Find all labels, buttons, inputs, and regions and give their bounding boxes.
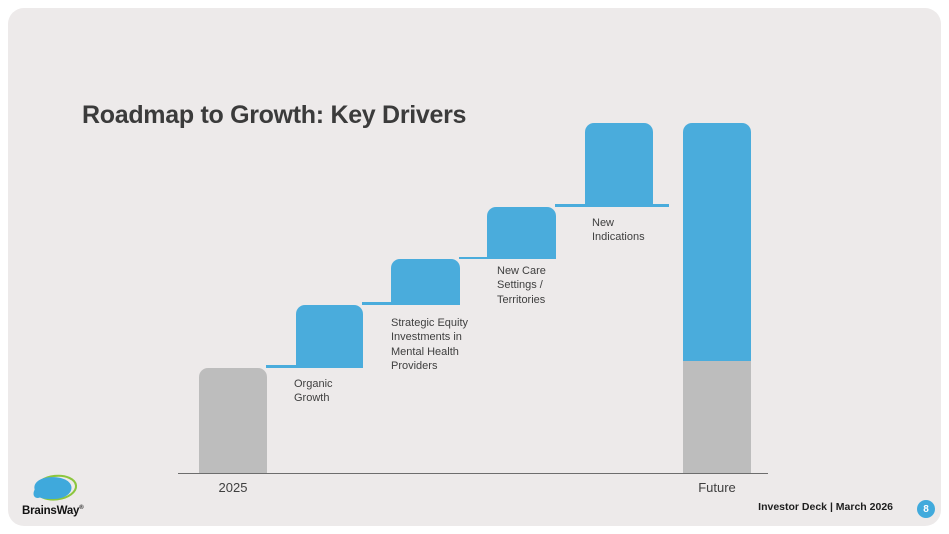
label-organic-growth: Organic Growth <box>294 378 333 405</box>
step-connector-line <box>555 204 590 207</box>
label-new-care-settings: New Care Settings / Territories <box>497 265 546 306</box>
brainsway-brain-icon <box>33 474 78 501</box>
brand-wordmark: BrainsWay® <box>22 505 84 517</box>
step-connector-line <box>651 204 669 207</box>
x-axis-line <box>178 472 768 474</box>
step-connector-line <box>362 302 396 305</box>
bar-future-total <box>683 122 751 473</box>
registered-trademark-icon: ® <box>79 505 84 512</box>
brainsway-logo: BrainsWay® <box>22 474 112 517</box>
bar-future-gray-base <box>683 360 751 473</box>
step-connector-line <box>266 365 301 368</box>
footer-deck-label: Investor Deck | March 2026 <box>758 501 893 513</box>
label-new-indications: New Indications <box>592 217 645 244</box>
x-tick-future: Future <box>698 480 736 495</box>
bar-new-indications <box>585 122 653 207</box>
label-strategic-equity: Strategic Equity Investments in Mental H… <box>391 317 469 372</box>
growth-step-chart: 2025 Future Organic Growth Strategic Equ… <box>178 116 768 495</box>
bar-2025-base <box>199 367 267 473</box>
x-tick-2025: 2025 <box>218 480 248 495</box>
page-number-badge: 8 <box>917 500 935 518</box>
bar-new-care-settings <box>487 206 556 259</box>
bar-strategic-equity <box>391 259 460 305</box>
page-title: Roadmap to Growth: Key Drivers <box>82 100 467 129</box>
slide-background <box>8 8 941 526</box>
bar-organic-growth <box>296 304 363 368</box>
step-connector-line <box>459 256 492 259</box>
